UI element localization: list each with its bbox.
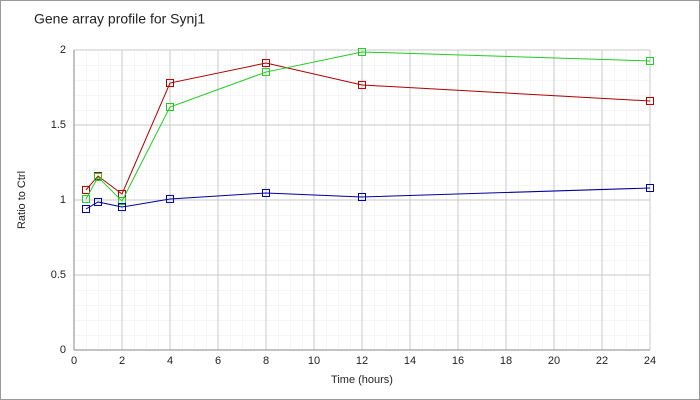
x-tick-label: 0 — [71, 355, 77, 367]
data-point — [358, 47, 366, 56]
data-point — [646, 97, 654, 105]
x-axis-label: Time (hours) — [331, 374, 393, 386]
series-line — [85, 62, 651, 195]
data-point — [82, 194, 90, 203]
x-tick-label: 14 — [404, 355, 416, 367]
data-point — [262, 68, 270, 77]
y-tick-label: 1 — [60, 194, 66, 206]
series-line — [85, 51, 651, 202]
x-tick-label: 16 — [452, 355, 464, 367]
data-point — [358, 80, 366, 89]
y-axis-label: Ratio to Ctrl — [16, 171, 28, 229]
data-point — [166, 79, 174, 87]
data-point — [82, 185, 90, 194]
y-tick-label: 2 — [60, 44, 66, 56]
data-point — [358, 193, 366, 201]
data-point — [262, 59, 270, 68]
y-tick-label: 1.5 — [51, 119, 66, 131]
x-tick-label: 20 — [548, 355, 560, 367]
series-line — [85, 187, 651, 210]
x-tick-label: 4 — [167, 355, 173, 367]
x-tick-label: 10 — [308, 355, 320, 367]
data-point — [94, 173, 102, 182]
data-point — [94, 197, 102, 206]
x-tick-label: 8 — [263, 355, 269, 367]
data-point — [166, 103, 174, 111]
x-tick-label: 12 — [356, 355, 368, 367]
x-tick-label: 24 — [644, 355, 656, 367]
chart-title: Gene array profile for Synj1 — [34, 11, 205, 27]
x-tick-label: 6 — [215, 355, 221, 367]
data-point — [118, 203, 126, 212]
y-tick-label: 0 — [60, 344, 66, 356]
x-tick-label: 22 — [596, 355, 608, 367]
data-point — [166, 194, 174, 203]
data-point — [118, 197, 126, 206]
y-tick-label: 0.5 — [51, 269, 66, 281]
x-tick-label: 18 — [500, 355, 512, 367]
data-point — [646, 184, 654, 192]
data-point — [646, 56, 654, 65]
data-point — [262, 188, 270, 197]
x-tick-label: 2 — [119, 355, 125, 367]
data-point — [82, 205, 90, 213]
